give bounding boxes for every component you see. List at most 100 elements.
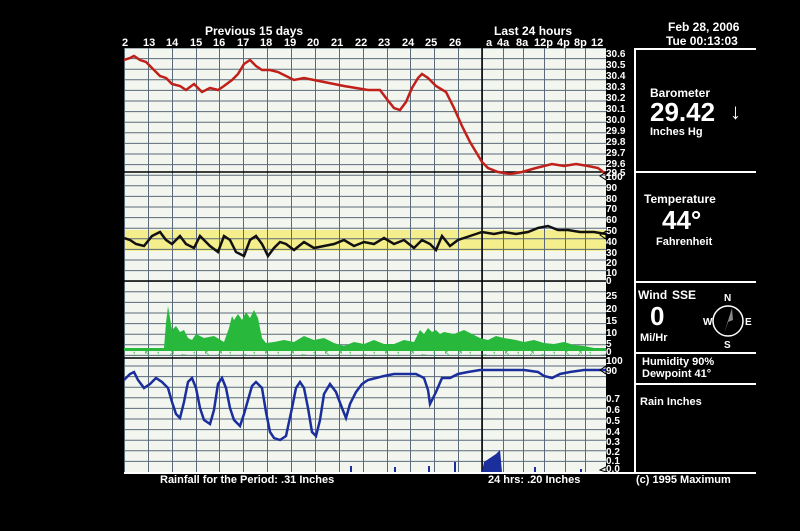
compass-icon: N E S W [702,292,754,351]
scale-label: 0 [606,347,612,358]
day-tick: 16 [213,37,226,49]
panel-divider [634,352,756,354]
wind-speed-value: 0 [650,301,665,331]
day-tick: 25 [425,37,438,49]
current-value-pointers [598,171,606,472]
scale-label: 80 [606,194,618,205]
wind-arrow-glyph: ↖ [504,349,511,358]
scale-label: 0.0 [606,464,620,475]
rain-bar [428,466,430,472]
humidity-readout: Humidity 90% [642,356,715,368]
rain-bar [394,467,396,472]
day-tick: 2 [122,37,129,49]
rain-bar [350,466,352,472]
scale-label: 0.6 [606,405,620,416]
scale-label: 30.3 [606,82,626,93]
day-tick: 13 [143,37,156,49]
wind-arrow-glyph: ↗ [456,349,463,358]
wind-arrow-glyph: ↑ [228,349,232,358]
scale-label: 30.0 [606,115,626,126]
wind-arrow-glyph: ↑ [276,349,280,358]
wind-speed-area [124,306,606,351]
date-readout: Feb 28, 2006 [668,20,740,34]
compass-n: N [724,293,731,304]
scale-label: 90 [606,183,618,194]
day-tick: 22 [355,37,368,49]
scale-label: 29.9 [606,126,626,137]
barometer-title: Barometer [650,86,711,100]
wind-arrow-glyph: ↑ [132,349,136,358]
barometer-value: 29.42 [650,97,716,127]
scale-label: 5 [606,339,612,350]
wind-arrow-glyph: → [360,349,368,358]
wind-arrow-glyph: ↗ [576,349,583,358]
rain-title: Rain Inches [640,396,702,408]
day-tick: 19 [284,37,297,49]
wind-arrow-glyph: ↑ [492,349,496,358]
wind-direction: SSE [672,288,697,302]
panel-divider [634,281,756,283]
scale-label: 90 [606,366,618,377]
temperature-unit: Fahrenheit [656,236,713,248]
compass-w: W [703,317,713,328]
scale-label: 30.4 [606,71,626,82]
wind-arrow-glyph: ↖ [564,349,571,358]
day-tick: 24 [402,37,415,49]
wind-arrow-glyph: ↖ [384,349,391,358]
humidity-line [124,368,606,442]
wind-arrow-glyph: ↖ [204,349,211,358]
barometer-line [124,54,606,176]
compass-ring [712,305,744,337]
scale-label: 50 [606,226,618,237]
wind-arrow-glyph: ↑ [192,349,196,358]
temperature-title: Temperature [644,192,716,206]
wind-arrow-glyph: ↑ [552,349,556,358]
panel-divider [634,383,756,385]
scale-label: 60 [606,215,618,226]
wind-arrow-glyph: ↑ [348,349,352,358]
scale-label: 29.8 [606,137,626,148]
scale-label: 40 [606,237,618,248]
day-tick: 18 [260,37,273,49]
panel-divider [634,171,756,173]
wind-arrow-glyph: ↑ [588,349,592,358]
scale-label: 29.6 [606,159,626,170]
hour-tick: 12p [534,37,553,49]
last-24-rainfall: 24 hrs: .20 Inches [488,474,581,486]
rain-bar [454,462,456,472]
day-tick: 14 [166,37,179,49]
wind-unit: Mi/Hr [640,332,668,344]
rain-bar [580,469,582,472]
barometer-trend-icon: ↓ [730,99,741,124]
hour-tick: 4p [557,37,570,49]
wind-direction-arrows: ↑ ↖ ↑ ↗ ← ↑ ↖ ↗ ↑ → ↑ ↖ ↑ ↗ ← ↑ ↖ ↗ ↑ → ↑ ↖ ↑ ↗ ← ↑ ↖ ↗ ↑ → ↑ ↖ ↑ ↗ ← ↑ ↖ ↗ ↑ → [132,349,606,358]
compass-needle [724,308,732,334]
barometer-unit: Inches Hg [650,126,703,138]
pointer-temperature [599,230,606,240]
pointer-humidity [599,365,606,375]
scale-label: 0.7 [606,394,620,405]
scale-label: 0.2 [606,447,620,458]
chart-grid [124,48,606,472]
wind-arrow-glyph: ↑ [468,349,472,358]
wind-arrow-glyph: ↗ [168,349,175,358]
hour-tick: 8p [574,37,587,49]
rain-bar [534,467,536,472]
compass-needle-tail [728,308,733,322]
scale-label: 70 [606,204,618,215]
wind-arrow-glyph: ↑ [312,349,316,358]
wind-arrow-glyph: ↑ [396,349,400,358]
wind-arrow-glyph: ← [540,349,548,358]
hour-tick: 4a [497,37,510,49]
wind-arrow-glyph: ↖ [144,349,151,358]
wind-arrow-glyph: → [480,349,488,358]
scale-label: 0.5 [606,416,620,427]
wind-title: Wind [638,288,668,302]
previous-days-label: Previous 15 days [205,24,304,38]
hour-tick: a [486,37,493,49]
scale-label: 0 [606,276,612,287]
pointer-rain [598,466,606,472]
day-tick: 23 [378,37,391,49]
scale-label: 30.5 [606,60,626,71]
wind-arrow-glyph: ↗ [288,349,295,358]
